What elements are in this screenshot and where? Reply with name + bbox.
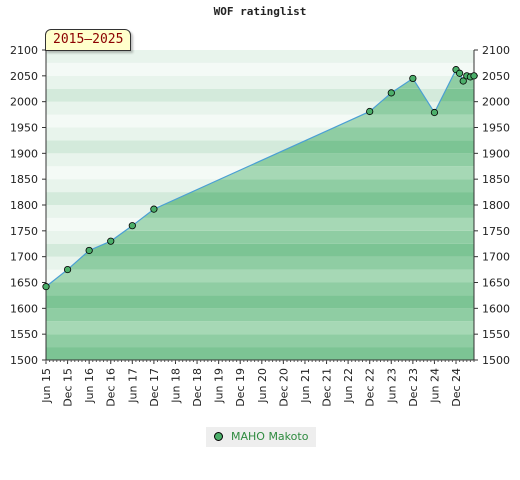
x-tick-label: Dec 22: [364, 368, 377, 407]
background-band: [46, 62, 474, 76]
y-tick-label: 1750: [482, 225, 510, 238]
data-point: [150, 205, 158, 213]
y-tick-label: 1850: [482, 173, 510, 186]
data-point: [459, 77, 467, 85]
x-tick-label: Jun 18: [169, 368, 182, 404]
y-tick-label: 2100: [482, 44, 510, 57]
x-tick-label: Dec 18: [191, 368, 204, 407]
x-tick-label: Dec 16: [105, 368, 118, 407]
y-tick-label: 1700: [482, 251, 510, 264]
area-band: [46, 321, 474, 335]
y-tick-label: 1500: [10, 354, 38, 367]
area-band: [46, 243, 474, 257]
x-tick-label: Dec 23: [407, 368, 420, 407]
y-tick-label: 1800: [10, 199, 38, 212]
area-band: [46, 230, 474, 244]
y-tick-label: 1700: [10, 251, 38, 264]
y-axis-left: 1500 1550 1600 1650 1700 1750 1800 1850 1900 1950…: [10, 44, 46, 367]
x-tick-label: Dec 24: [450, 368, 463, 407]
y-tick-label: 1900: [10, 147, 38, 160]
period-badge: 2015–2025: [45, 29, 132, 51]
area-band: [46, 269, 474, 283]
x-tick-label: Dec 19: [234, 368, 247, 407]
data-point: [85, 246, 93, 255]
x-tick-label: Jun 24: [428, 368, 441, 404]
y-tick-label: 1500: [482, 354, 510, 367]
x-tick-label: Dec 15: [62, 368, 75, 407]
x-tick-label: Jun 21: [299, 368, 312, 404]
y-tick-label: 1550: [482, 328, 510, 341]
y-tick-label: 1750: [10, 225, 38, 238]
y-tick-label: 1800: [482, 199, 510, 212]
x-tick-label: Dec 17: [148, 368, 161, 407]
data-point: [63, 265, 72, 274]
y-tick-label: 1950: [10, 122, 38, 135]
background-band: [46, 88, 474, 102]
data-point: [366, 107, 374, 116]
y-tick-label: 2000: [10, 96, 38, 109]
data-point: [128, 222, 136, 230]
y-tick-label: 1900: [482, 147, 510, 160]
x-tick-label: Dec 21: [321, 368, 334, 407]
x-axis: Jun 15 Dec 15 Jun 16 Dec 16 Jun 17 Dec 17 Jun …: [40, 360, 475, 407]
y-tick-label: 1950: [482, 122, 510, 135]
y-tick-label: 1600: [482, 302, 510, 315]
data-point: [456, 69, 464, 77]
y-tick-label: 2050: [482, 70, 510, 83]
x-tick-label: Jun 15: [40, 368, 53, 404]
y-axis-right: 1500 1550 1600 1650 1700 1750 1800 1850 1900 1950…: [474, 44, 510, 367]
data-point: [470, 72, 478, 80]
data-point: [430, 108, 439, 117]
area-band: [46, 217, 474, 231]
legend-marker: [214, 432, 223, 441]
legend[interactable]: MAHO Makoto: [206, 427, 316, 447]
y-tick-label: 2100: [10, 44, 38, 57]
y-tick-label: 2050: [10, 70, 38, 83]
data-point: [107, 237, 115, 245]
x-tick-label: Jun 17: [126, 368, 139, 404]
data-point: [409, 74, 417, 83]
area-band: [46, 295, 474, 309]
data-point: [42, 283, 50, 291]
data-point: [387, 89, 395, 97]
area-band: [46, 334, 474, 348]
background-band: [46, 75, 474, 89]
x-tick-label: Jun 23: [385, 368, 398, 404]
y-tick-label: 1550: [10, 328, 38, 341]
area-band: [46, 308, 474, 322]
area-band: [46, 347, 474, 360]
area-band: [46, 282, 474, 296]
y-tick-label: 2000: [482, 96, 510, 109]
area-band: [46, 256, 474, 270]
y-tick-label: 1850: [10, 173, 38, 186]
x-tick-label: Dec 20: [277, 368, 290, 407]
legend-label: MAHO Makoto: [231, 430, 309, 443]
y-tick-label: 1650: [10, 277, 38, 290]
x-tick-label: Jun 19: [213, 368, 226, 404]
background-band: [46, 50, 474, 63]
y-tick-label: 1600: [10, 302, 38, 315]
x-tick-label: Jun 16: [83, 368, 96, 404]
data-points: [42, 66, 478, 291]
x-tick-label: Jun 20: [256, 368, 269, 404]
x-tick-label: Jun 22: [342, 368, 355, 404]
y-tick-label: 1650: [482, 277, 510, 290]
chart-title: WOF ratinglist: [213, 5, 307, 18]
